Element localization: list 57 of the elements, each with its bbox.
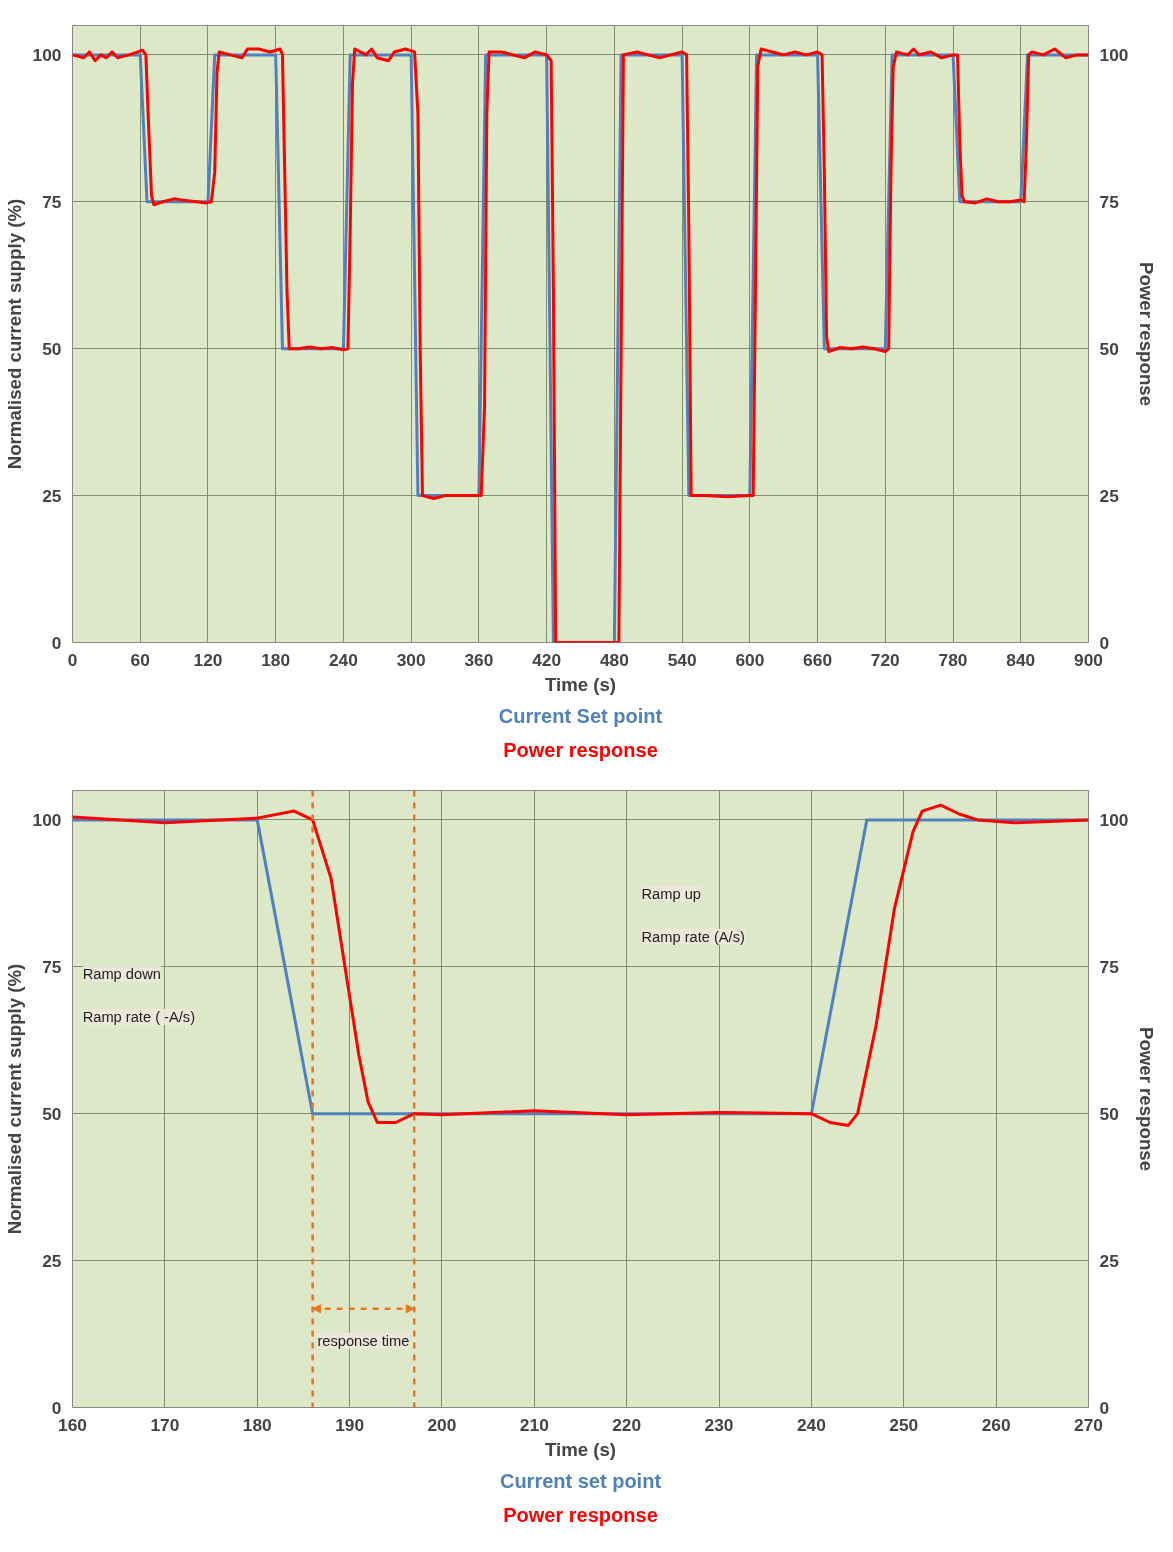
x-tick-label: 300: [396, 649, 426, 670]
x-tick-label: 600: [735, 649, 765, 670]
x-tick-label: 210: [519, 1414, 549, 1435]
y-tick-label: 25: [42, 1250, 62, 1271]
x-tick-label: 240: [796, 1414, 826, 1435]
x-tick-label: 840: [1006, 649, 1036, 670]
y2-tick-label: 50: [1099, 1103, 1119, 1124]
y2-tick-label: 50: [1099, 338, 1119, 359]
x-tick-label: 180: [261, 649, 291, 670]
y2-tick-label: 25: [1099, 1250, 1120, 1271]
x-tick-label: 120: [193, 649, 223, 670]
y-tick-label: 25: [42, 485, 62, 506]
x-tick-label: 170: [150, 1414, 180, 1435]
text: Power response: [503, 738, 658, 761]
x-tick-label: 360: [464, 649, 494, 670]
x-tick-label: 780: [938, 649, 968, 670]
x-axis-title: Time (s): [544, 673, 617, 695]
y-tick-label: 100: [32, 809, 62, 830]
y-tick-label: 100: [32, 44, 62, 65]
annotation: Ramp rate (A/s): [641, 928, 745, 945]
y-axis-title: Normalised current supply (%): [3, 963, 25, 1235]
x-tick-label: 60: [130, 649, 150, 670]
x-tick-label: 260: [981, 1414, 1011, 1435]
text: Current Set point: [498, 704, 663, 727]
y-axis-title: Normalised current supply (%): [3, 198, 25, 470]
x-tick-label: 220: [612, 1414, 642, 1435]
text: Power response: [503, 1503, 658, 1526]
y-tick-label: 0: [51, 632, 62, 653]
x-tick-label: 180: [242, 1414, 272, 1435]
y2-axis-title: Power response: [1136, 261, 1158, 407]
text: Current set point: [499, 1469, 662, 1492]
x-tick-label: 190: [335, 1414, 365, 1435]
annotation: Ramp down: [82, 965, 161, 982]
x-tick-label: 0: [67, 649, 78, 670]
annotation: Ramp rate ( -A/s): [82, 1008, 196, 1025]
annotation: Ramp up: [641, 885, 701, 902]
y2-tick-label: 100: [1099, 44, 1129, 65]
y-tick-label: 75: [42, 956, 62, 977]
x-tick-label: 660: [803, 649, 833, 670]
ref-line-label: response time: [317, 1332, 410, 1349]
x-tick-label: 230: [704, 1414, 734, 1435]
x-tick-label: 480: [599, 649, 629, 670]
x-tick-label: 420: [532, 649, 562, 670]
y2-tick-label: 25: [1099, 485, 1120, 506]
x-tick-label: 720: [870, 649, 900, 670]
y-tick-label: 50: [42, 338, 62, 359]
y-tick-label: 75: [42, 191, 62, 212]
y2-axis-title: Power response: [1136, 1026, 1158, 1172]
y2-tick-label: 75: [1099, 191, 1120, 212]
y-tick-label: 50: [42, 1103, 62, 1124]
x-tick-label: 250: [889, 1414, 919, 1435]
x-axis-title: Time (s): [544, 1438, 617, 1460]
x-tick-label: 540: [667, 649, 697, 670]
x-tick-label: 240: [328, 649, 358, 670]
y2-tick-label: 75: [1099, 956, 1120, 977]
x-tick-label: 200: [427, 1414, 457, 1435]
y2-tick-label: 100: [1099, 809, 1129, 830]
